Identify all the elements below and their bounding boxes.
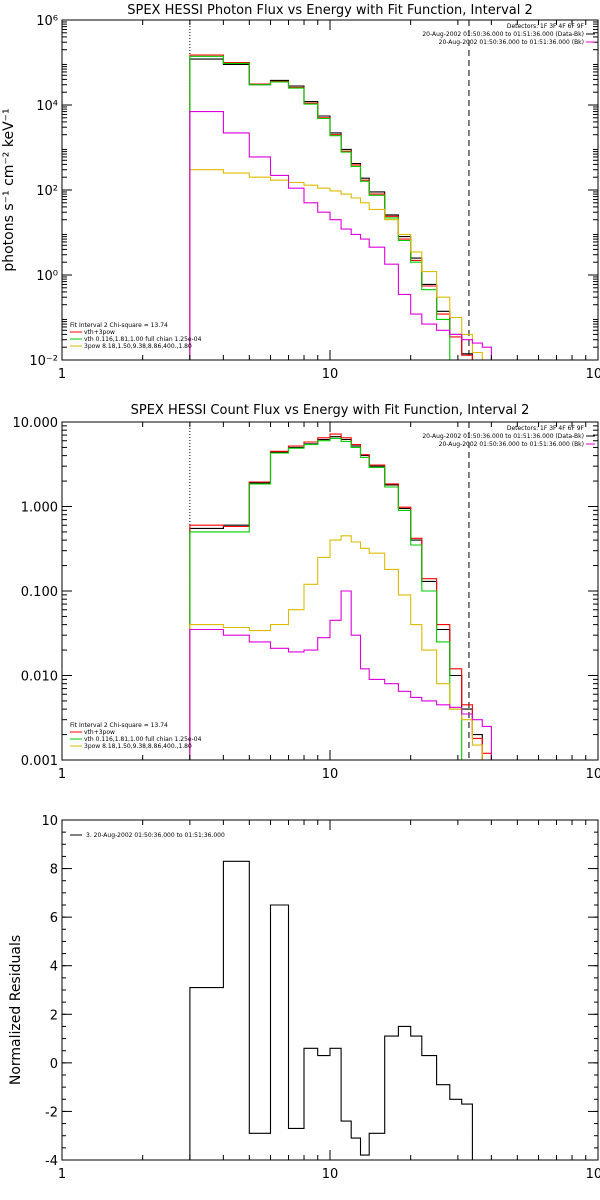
series-yellow-line [189, 535, 492, 761]
photon-flux-ylabel: photons s⁻¹ cm⁻² keV⁻¹ [1, 108, 17, 271]
y-tick-label: -2 [45, 1105, 58, 1120]
y-tick-label: -4 [45, 1154, 58, 1169]
y-tick-label: 0.010 [21, 670, 58, 685]
x-tick-label: 100 [586, 767, 600, 782]
legend-bottom-left-entry: 3pow 8.18,1.50,9.38,8.86,400.,1.80 [84, 343, 192, 350]
y-tick-label: 10 [41, 814, 58, 829]
x-tick-label: 1 [58, 367, 66, 382]
x-tick-label: 10 [322, 1167, 339, 1182]
y-tick-label: 1.000 [21, 501, 58, 516]
legend-top-right-entry: Detectors: 1F 3F 4F 6F 9F [507, 23, 585, 30]
legend-top-right-entry: 20-Aug-2002 01:50:36.000 to 01:51:36.000… [439, 441, 584, 448]
legend-top-right-entry: 20-Aug-2002 01:50:36.000 to 01:51:36.000… [422, 433, 584, 440]
residuals-axes [61, 819, 599, 1161]
series-yellow-line [189, 169, 492, 361]
legend-top-right-entry: 20-Aug-2002 01:50:36.000 to 01:51:36.000… [422, 31, 584, 38]
series-green-line [189, 437, 492, 761]
x-tick-label: 100 [586, 1167, 600, 1182]
legend-bottom-left-entry: 3pow 8.18,1.50,9.38,8.86,400.,1.80 [84, 743, 192, 750]
series-red-line [189, 54, 492, 361]
legend-bottom-left-entry: vth 0.116,1.81,1.00 full chian 1.25e-04 [84, 336, 202, 343]
legend-top-right-entry: Detectors: 1F 3F 4F 6F 9F [507, 425, 585, 432]
y-tick-label: 10.000 [13, 416, 59, 431]
y-tick-label: 8 [50, 863, 58, 878]
photon-flux-title: SPEX HESSI Photon Flux vs Energy with Fi… [127, 3, 533, 18]
x-tick-label: 100 [586, 367, 600, 382]
series-green-line [189, 55, 492, 361]
residuals-panel: Normalized Residuals 1 10 100 -4 -2 0 2 4 6 8 10 3… [8, 814, 600, 1182]
series-black-line [189, 860, 473, 1160]
legend-bottom-left-entry: vth+3pow [84, 329, 115, 336]
series-magenta-line [189, 111, 492, 360]
series-black-line [189, 58, 492, 361]
series-red-line [189, 433, 492, 760]
y-tick-label: 10⁻² [29, 354, 58, 369]
y-tick-label: 0.001 [21, 754, 58, 769]
legend-top-left-entry: 3. 20-Aug-2002 01:50:36.000 to 01:51:36.… [86, 832, 225, 839]
y-tick-label: 0 [50, 1057, 58, 1072]
x-tick-label: 1 [58, 767, 66, 782]
y-tick-label: 10⁶ [36, 14, 58, 29]
y-tick-label: 0.100 [21, 585, 58, 600]
legend-top-right-entry: 20-Aug-2002 01:50:36.000 to 01:51:36.000… [439, 39, 584, 46]
y-tick-label: 10² [36, 184, 58, 199]
legend-bottom-left-entry: vth 0.116,1.81,1.00 full chian 1.25e-04 [84, 736, 202, 743]
count-flux-panel: SPEX HESSI Count Flux vs Energy with Fit… [13, 403, 600, 782]
count-flux-title: SPEX HESSI Count Flux vs Energy with Fit… [131, 403, 530, 418]
legend-bottom-left-entry: vth+3pow [84, 729, 115, 736]
series-magenta-line [189, 590, 492, 760]
legend-bottom-left-entry: Fit Interval 2 Chi-square = 13.74 [70, 722, 168, 729]
x-tick-label: 1 [58, 1167, 66, 1182]
y-tick-label: 6 [50, 911, 58, 926]
x-tick-label: 10 [322, 767, 339, 782]
count-flux-axes [61, 421, 599, 761]
y-tick-label: 2 [50, 1008, 58, 1023]
x-tick-label: 10 [322, 367, 339, 382]
y-tick-label: 10⁰ [36, 269, 58, 284]
photon-flux-panel: SPEX HESSI Photon Flux vs Energy with Fi… [1, 3, 600, 382]
residuals-ylabel: Normalized Residuals [8, 935, 24, 1085]
y-tick-label: 10⁴ [36, 99, 58, 114]
legend-bottom-left-entry: Fit Interval 2 Chi-square = 13.74 [70, 322, 168, 329]
y-tick-label: 4 [50, 960, 58, 975]
